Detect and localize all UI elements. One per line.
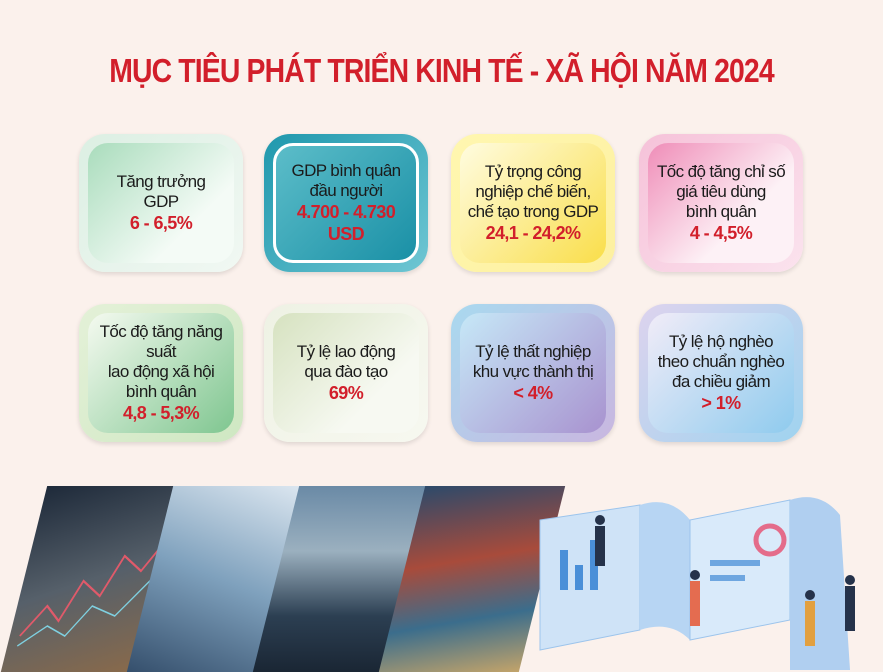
- target-value: > 1%: [701, 393, 741, 413]
- target-value: 4,8 - 5,3%: [122, 403, 200, 423]
- target-card-cpi: Tốc độ tăng chỉ số giá tiêu dùng bình qu…: [639, 134, 803, 272]
- target-label: Tỷ trọng công nghiệp chế biến, chế tạo t…: [467, 162, 599, 221]
- target-card-trained-labor: Tỷ lệ lao động qua đào tạo 69%: [264, 304, 428, 442]
- target-label: Tốc độ tăng năng suất lao động xã hội bì…: [99, 322, 223, 401]
- target-label: Tăng trưởng GDP: [116, 172, 206, 211]
- target-value: 24,1 - 24,2%: [485, 223, 581, 243]
- target-value: 69%: [328, 383, 364, 403]
- target-label: Tỷ lệ thất nghiệp khu vực thành thị: [472, 342, 594, 381]
- target-card-gdp-growth: Tăng trưởng GDP 6 - 6,5%: [79, 134, 243, 272]
- target-value: 4 - 4,5%: [689, 223, 753, 243]
- page-title: MỤC TIÊU PHÁT TRIỂN KINH TẾ - XÃ HỘI NĂM…: [109, 52, 774, 89]
- target-label: Tỷ lệ lao động qua đào tạo: [296, 342, 396, 381]
- target-card-poverty: Tỷ lệ hộ nghèo theo chuẩn nghèo đa chiều…: [639, 304, 803, 442]
- target-card-gdp-per-capita: GDP bình quân đầu người 4.700 - 4.730 USD: [264, 134, 428, 272]
- target-value: < 4%: [513, 383, 553, 403]
- target-label: Tỷ lệ hộ nghèo theo chuẩn nghèo đa chiều…: [657, 332, 785, 391]
- target-label: GDP bình quân đầu người: [291, 161, 401, 200]
- target-card-unemployment: Tỷ lệ thất nghiệp khu vực thành thị < 4%: [451, 304, 615, 442]
- target-value: 4.700 - 4.730 USD: [296, 202, 396, 244]
- business-people-dashboard-illustration: [539, 497, 855, 670]
- target-card-labor-productivity: Tốc độ tăng năng suất lao động xã hội bì…: [79, 304, 243, 442]
- target-card-manufacturing-share: Tỷ trọng công nghiệp chế biến, chế tạo t…: [451, 134, 615, 272]
- target-value: 6 - 6,5%: [129, 213, 193, 233]
- target-label: Tốc độ tăng chỉ số giá tiêu dùng bình qu…: [656, 162, 786, 221]
- stock-line-graphic: [16, 535, 171, 647]
- stock-chart-photo: [0, 486, 188, 672]
